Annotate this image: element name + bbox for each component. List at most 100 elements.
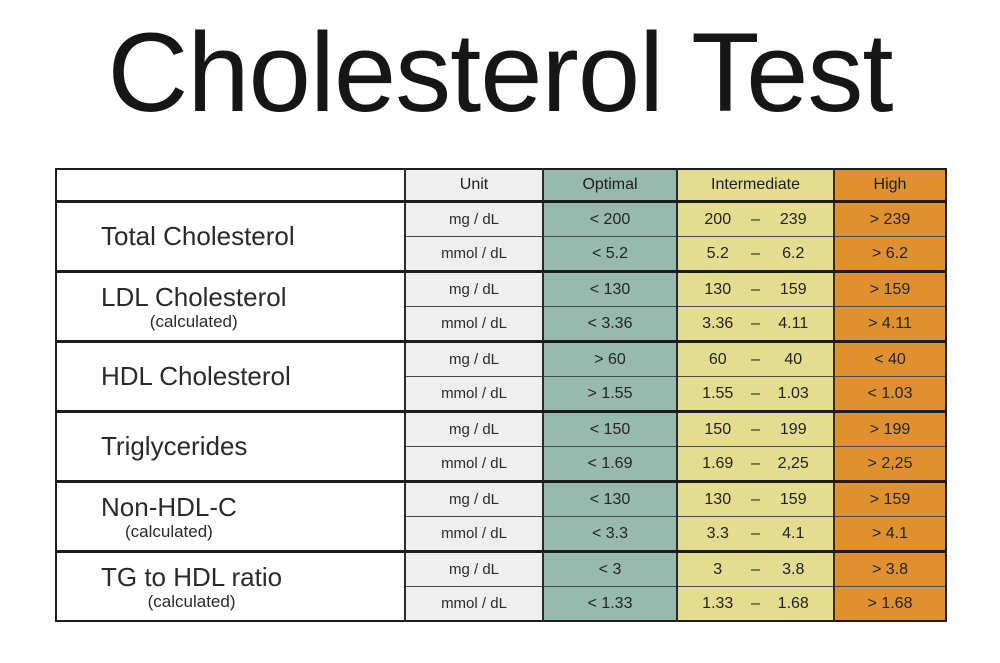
high-value: > 239 bbox=[833, 200, 946, 237]
high-value: > 159 bbox=[833, 270, 946, 307]
optimal-value: < 130 bbox=[542, 270, 677, 307]
range-dash: – bbox=[751, 490, 760, 508]
unit-cell: mmol / dL bbox=[404, 306, 543, 342]
high-value: > 199 bbox=[833, 410, 946, 447]
header-intermediate: Intermediate bbox=[676, 169, 834, 203]
table-row: mmol / dL > 1.55 1.55 – 1.03 < 1.03 bbox=[56, 376, 946, 412]
range-dash: – bbox=[751, 560, 760, 578]
table-row: HDL Cholesterol mg / dL > 60 60 – 40 < 4… bbox=[56, 340, 946, 412]
range-high: 2,25 bbox=[777, 454, 809, 472]
range-low: 1.69 bbox=[702, 454, 734, 472]
range-low: 5.2 bbox=[706, 244, 729, 262]
table-row: mmol / dL < 3.36 3.36 – 4.11 > 4.11 bbox=[56, 306, 946, 342]
intermediate-range: 200 – 239 bbox=[676, 200, 834, 237]
header-unit: Unit bbox=[404, 169, 543, 203]
table-row: mmol / dL < 5.2 5.2 – 6.2 > 6.2 bbox=[56, 236, 946, 272]
page-title: Cholesterol Test bbox=[107, 10, 893, 135]
intermediate-range: 3 – 3.8 bbox=[676, 550, 834, 587]
range-high: 1.68 bbox=[777, 594, 809, 612]
table-row: TG to HDL ratio (calculated) mg / dL < 3… bbox=[56, 550, 946, 621]
analyte-subtitle: (calculated) bbox=[149, 311, 238, 331]
analyte-name: Triglycerides bbox=[101, 430, 248, 461]
range-high: 1.03 bbox=[777, 384, 809, 402]
intermediate-range: 3.3 – 4.1 bbox=[676, 516, 834, 552]
analyte-name: HDL Cholesterol bbox=[101, 360, 291, 391]
high-value: > 2,25 bbox=[833, 446, 946, 482]
range-low: 3 bbox=[713, 560, 723, 578]
range-dash: – bbox=[751, 594, 760, 612]
analyte-cell: LDL Cholesterol (calculated) bbox=[56, 270, 405, 342]
range-dash: – bbox=[751, 210, 760, 228]
range-high: 4.1 bbox=[782, 524, 805, 542]
range-dash: – bbox=[751, 420, 760, 438]
high-value: > 6.2 bbox=[833, 236, 946, 272]
intermediate-range: 1.69 – 2,25 bbox=[676, 446, 834, 482]
range-dash: – bbox=[751, 454, 760, 472]
high-value: < 1.03 bbox=[833, 376, 946, 412]
optimal-value: < 3.3 bbox=[542, 516, 677, 552]
unit-cell: mg / dL bbox=[404, 340, 543, 377]
range-low: 3.3 bbox=[706, 524, 729, 542]
optimal-value: > 60 bbox=[542, 340, 677, 377]
range-dash: – bbox=[751, 314, 760, 332]
cholesterol-table: Unit Optimal Intermediate High Total Cho… bbox=[55, 168, 947, 622]
table-row: Triglycerides mg / dL < 150 150 – 199 > … bbox=[56, 410, 946, 482]
intermediate-range: 1.33 – 1.68 bbox=[676, 586, 834, 621]
analyte-subtitle: (calculated) bbox=[147, 591, 236, 611]
optimal-value: < 200 bbox=[542, 200, 677, 237]
optimal-value: < 3.36 bbox=[542, 306, 677, 342]
table-row: Non-HDL-C (calculated) mg / dL < 130 130… bbox=[56, 480, 946, 552]
header-optimal: Optimal bbox=[542, 169, 677, 203]
range-high: 6.2 bbox=[782, 244, 805, 262]
header-analyte-blank bbox=[56, 169, 405, 203]
range-high: 3.8 bbox=[782, 560, 805, 578]
analyte-block: HDL Cholesterol bbox=[101, 360, 291, 392]
analyte-block: Total Cholesterol bbox=[101, 221, 295, 252]
unit-cell: mg / dL bbox=[404, 480, 543, 517]
table-row: LDL Cholesterol (calculated) mg / dL < 1… bbox=[56, 270, 946, 342]
analyte-name: Non-HDL-C bbox=[101, 491, 237, 522]
unit-cell: mg / dL bbox=[404, 270, 543, 307]
high-value: > 3.8 bbox=[833, 550, 946, 587]
analyte-name: LDL Cholesterol bbox=[101, 281, 287, 312]
optimal-value: < 1.33 bbox=[542, 586, 677, 621]
unit-cell: mmol / dL bbox=[404, 446, 543, 482]
table-row: mmol / dL < 3.3 3.3 – 4.1 > 4.1 bbox=[56, 516, 946, 552]
high-value: > 4.11 bbox=[833, 306, 946, 342]
table-row: mmol / dL < 1.33 1.33 – 1.68 > 1.68 bbox=[56, 586, 946, 621]
intermediate-range: 60 – 40 bbox=[676, 340, 834, 377]
analyte-cell: Non-HDL-C (calculated) bbox=[56, 480, 405, 552]
table-row: mmol / dL < 1.69 1.69 – 2,25 > 2,25 bbox=[56, 446, 946, 482]
range-low: 60 bbox=[708, 350, 727, 368]
optimal-value: < 3 bbox=[542, 550, 677, 587]
range-low: 1.33 bbox=[702, 594, 734, 612]
unit-cell: mg / dL bbox=[404, 200, 543, 237]
high-value: > 4.1 bbox=[833, 516, 946, 552]
analyte-block: LDL Cholesterol (calculated) bbox=[101, 281, 287, 331]
intermediate-range: 1.55 – 1.03 bbox=[676, 376, 834, 412]
range-high: 239 bbox=[779, 210, 807, 228]
range-low: 3.36 bbox=[702, 314, 734, 332]
intermediate-range: 3.36 – 4.11 bbox=[676, 306, 834, 342]
table-row: Total Cholesterol mg / dL < 200 200 – 23… bbox=[56, 200, 946, 272]
range-dash: – bbox=[751, 384, 760, 402]
unit-cell: mmol / dL bbox=[404, 376, 543, 412]
high-value: > 1.68 bbox=[833, 586, 946, 621]
range-dash: – bbox=[751, 280, 760, 298]
high-value: > 159 bbox=[833, 480, 946, 517]
unit-cell: mmol / dL bbox=[404, 586, 543, 621]
range-high: 40 bbox=[784, 350, 803, 368]
range-dash: – bbox=[751, 524, 760, 542]
analyte-subtitle: (calculated) bbox=[124, 521, 213, 541]
analyte-cell: Triglycerides bbox=[56, 410, 405, 482]
analyte-block: TG to HDL ratio (calculated) bbox=[101, 562, 282, 611]
range-high: 4.11 bbox=[778, 314, 809, 332]
high-value: < 40 bbox=[833, 340, 946, 377]
range-dash: – bbox=[751, 350, 760, 368]
range-low: 1.55 bbox=[702, 384, 734, 402]
range-high: 159 bbox=[779, 280, 807, 298]
analyte-block: Triglycerides bbox=[101, 430, 248, 462]
range-low: 130 bbox=[704, 490, 732, 508]
unit-cell: mg / dL bbox=[404, 410, 543, 447]
